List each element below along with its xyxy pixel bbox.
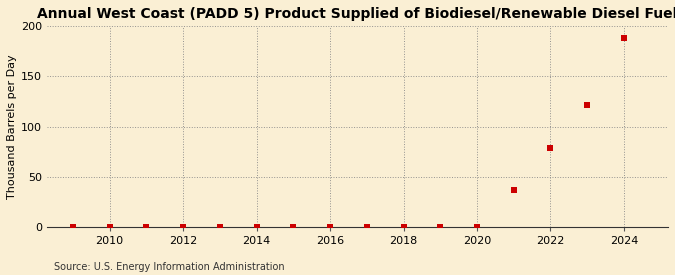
Point bbox=[30, 224, 41, 229]
Y-axis label: Thousand Barrels per Day: Thousand Barrels per Day bbox=[7, 54, 17, 199]
Text: Source: U.S. Energy Information Administration: Source: U.S. Energy Information Administ… bbox=[54, 262, 285, 272]
Point bbox=[618, 36, 629, 40]
Point bbox=[288, 224, 298, 229]
Point bbox=[68, 224, 78, 229]
Point bbox=[398, 224, 409, 229]
Point bbox=[215, 224, 225, 229]
Point bbox=[508, 188, 519, 192]
Point bbox=[104, 224, 115, 229]
Point bbox=[545, 145, 556, 150]
Point bbox=[325, 224, 335, 229]
Point bbox=[251, 224, 262, 229]
Point bbox=[361, 224, 372, 229]
Point bbox=[178, 224, 188, 229]
Title: Annual West Coast (PADD 5) Product Supplied of Biodiesel/Renewable Diesel Fuel: Annual West Coast (PADD 5) Product Suppl… bbox=[37, 7, 675, 21]
Point bbox=[582, 102, 593, 107]
Point bbox=[435, 224, 446, 229]
Point bbox=[472, 224, 483, 229]
Point bbox=[141, 224, 152, 229]
